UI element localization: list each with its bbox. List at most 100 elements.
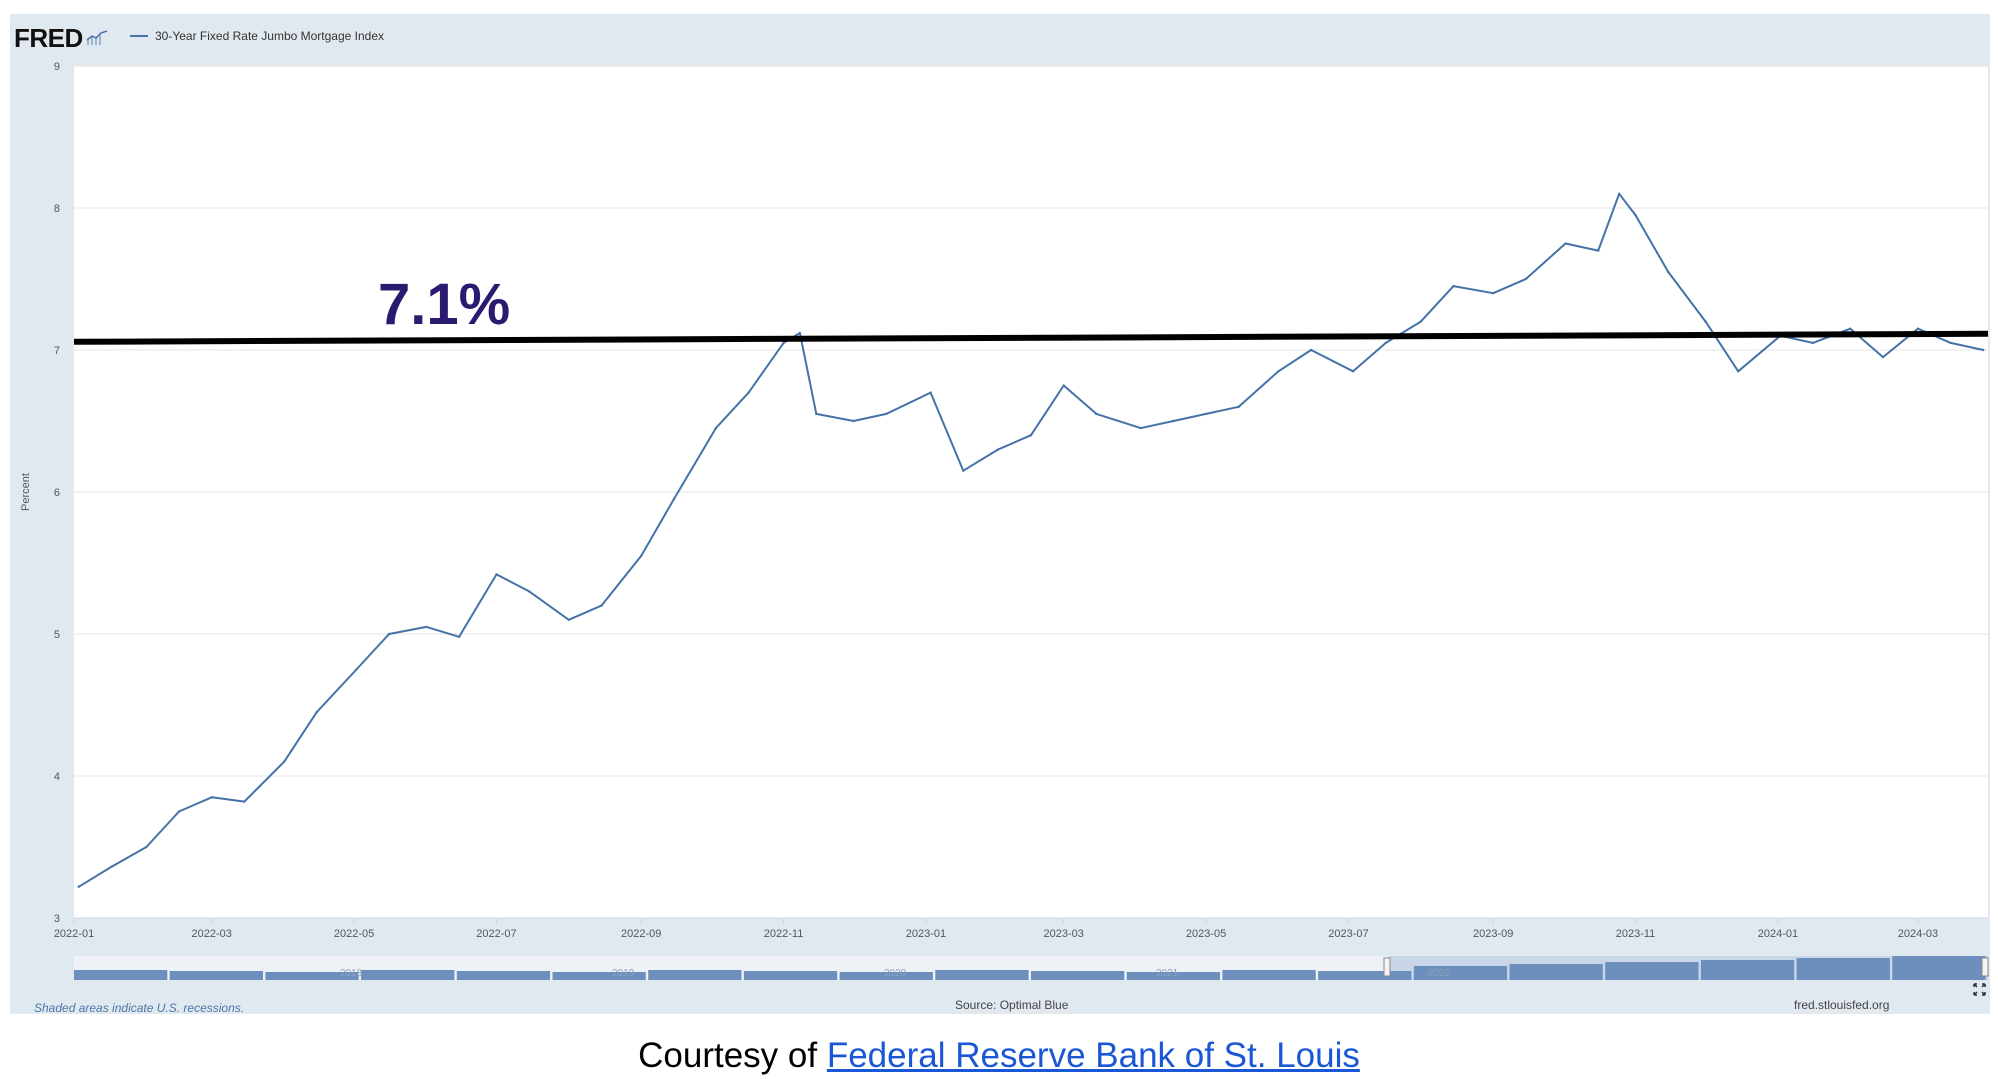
series-point bbox=[885, 412, 888, 416]
navigator-bar bbox=[1031, 971, 1125, 980]
series-point bbox=[1564, 242, 1567, 245]
series-point bbox=[1384, 341, 1387, 345]
navigator-year-label: 2022 bbox=[1428, 968, 1451, 979]
series-point bbox=[672, 497, 676, 501]
navigator-bar bbox=[361, 970, 455, 980]
series-point bbox=[714, 426, 718, 430]
recession-note: Shaded areas indicate U.S. recessions. bbox=[34, 1001, 245, 1015]
x-tick-label: 2022-03 bbox=[192, 928, 232, 940]
series-point bbox=[1811, 341, 1815, 345]
y-tick-label: 9 bbox=[54, 61, 60, 73]
navigator-series bbox=[74, 956, 1986, 980]
series-point bbox=[1419, 320, 1423, 323]
fullscreen-icon[interactable] bbox=[1973, 983, 1986, 996]
series-point bbox=[1704, 320, 1707, 323]
grid-lines bbox=[74, 65, 1988, 919]
navigator-bar bbox=[1413, 966, 1508, 980]
series-point bbox=[929, 391, 932, 394]
series-point bbox=[1524, 277, 1528, 281]
navigator-left-handle[interactable] bbox=[1383, 957, 1391, 977]
source-note: Source: Optimal Blue bbox=[955, 998, 1069, 1012]
site-url[interactable]: fred.stlouisfed.org bbox=[1794, 998, 1890, 1012]
series-point bbox=[782, 341, 785, 345]
series-point bbox=[1452, 284, 1455, 288]
series-point bbox=[1667, 270, 1670, 274]
series-point bbox=[1737, 370, 1740, 373]
series-point bbox=[1881, 355, 1885, 359]
series-point bbox=[145, 845, 148, 849]
series-point bbox=[1277, 370, 1280, 373]
y-axis-label: Percent bbox=[20, 473, 32, 511]
series-point bbox=[600, 604, 603, 607]
series-point bbox=[1029, 434, 1033, 437]
series-point bbox=[1351, 370, 1355, 373]
series-point bbox=[1095, 412, 1098, 416]
series-point bbox=[1062, 384, 1065, 387]
courtesy-line: Courtesy of Federal Reserve Bank of St. … bbox=[0, 1036, 1998, 1076]
navigator-year-label: 2021 bbox=[1156, 968, 1179, 979]
series-point bbox=[425, 625, 428, 629]
x-tick-label: 2022-09 bbox=[621, 928, 661, 940]
series-point bbox=[282, 760, 286, 763]
x-tick-label: 2023-03 bbox=[1043, 928, 1083, 940]
range-navigator[interactable]: 2018 2019 2020 2021 2022 bbox=[74, 956, 1989, 980]
logo-graph-icon bbox=[86, 30, 108, 45]
x-axis-ticks: 2022-01 2022-03 2022-05 2022-07 2022-09 2022-… bbox=[54, 917, 1988, 940]
y-tick-label: 7 bbox=[54, 345, 60, 357]
series-point bbox=[315, 710, 318, 714]
courtesy-prefix: Courtesy of bbox=[638, 1036, 827, 1075]
fred-logo-text: FRED bbox=[14, 22, 83, 53]
series-point bbox=[815, 412, 818, 416]
navigator-bar bbox=[552, 972, 646, 980]
series-point bbox=[962, 469, 965, 472]
navigator-bar bbox=[1700, 960, 1795, 980]
series-point bbox=[527, 590, 531, 593]
series-point bbox=[1634, 213, 1637, 217]
series-group bbox=[77, 192, 1985, 888]
series-point bbox=[747, 391, 750, 394]
series-point bbox=[177, 810, 181, 813]
x-tick-label: 2022-07 bbox=[476, 928, 516, 940]
legend-swatch bbox=[130, 35, 148, 37]
series-point bbox=[997, 448, 1000, 451]
series-point bbox=[110, 865, 113, 869]
series-point bbox=[1491, 292, 1495, 295]
series-point bbox=[355, 668, 358, 671]
navigator-year-label: 2019 bbox=[612, 968, 635, 979]
navigator-bar bbox=[1318, 971, 1412, 980]
navigator-year-label: 2020 bbox=[884, 968, 907, 979]
navigator-bar bbox=[1892, 956, 1986, 980]
series-point bbox=[495, 573, 498, 576]
series-line bbox=[78, 192, 1984, 888]
x-tick-label: 2023-01 bbox=[906, 928, 946, 940]
courtesy-link[interactable]: Federal Reserve Bank of St. Louis bbox=[826, 1036, 1360, 1075]
series-point bbox=[77, 885, 80, 888]
chart-legend: 30-Year Fixed Rate Jumbo Mortgage Index bbox=[130, 26, 384, 46]
series-point bbox=[1204, 412, 1208, 416]
series-point bbox=[639, 554, 643, 558]
series-point bbox=[567, 618, 571, 621]
navigator-bar bbox=[839, 972, 933, 980]
series-point bbox=[1982, 348, 1985, 352]
series-point bbox=[457, 635, 461, 639]
y-axis-ticks: 3 4 5 6 7 8 9 bbox=[54, 61, 60, 925]
series-point bbox=[1237, 405, 1240, 408]
y-tick-label: 3 bbox=[54, 913, 60, 925]
navigator-bar bbox=[1796, 958, 1890, 980]
x-tick-label: 2022-05 bbox=[334, 928, 374, 940]
series-point bbox=[1139, 426, 1142, 430]
navigator-bar bbox=[1509, 964, 1603, 980]
series-point bbox=[1949, 341, 1952, 345]
navigator-right-handle[interactable] bbox=[1981, 957, 1989, 977]
navigator-bar bbox=[169, 971, 263, 980]
fred-logo[interactable]: FRED bbox=[14, 22, 108, 53]
y-tick-label: 5 bbox=[54, 629, 60, 641]
x-tick-label: 2023-07 bbox=[1328, 928, 1368, 940]
navigator-bar bbox=[1126, 972, 1220, 980]
navigator-bar bbox=[743, 971, 838, 980]
x-tick-label: 2024-01 bbox=[1758, 928, 1798, 940]
x-tick-label: 2023-11 bbox=[1616, 928, 1656, 940]
series-point bbox=[852, 419, 855, 423]
series-point bbox=[798, 331, 802, 335]
annotation-label: 7.1% bbox=[378, 272, 510, 337]
